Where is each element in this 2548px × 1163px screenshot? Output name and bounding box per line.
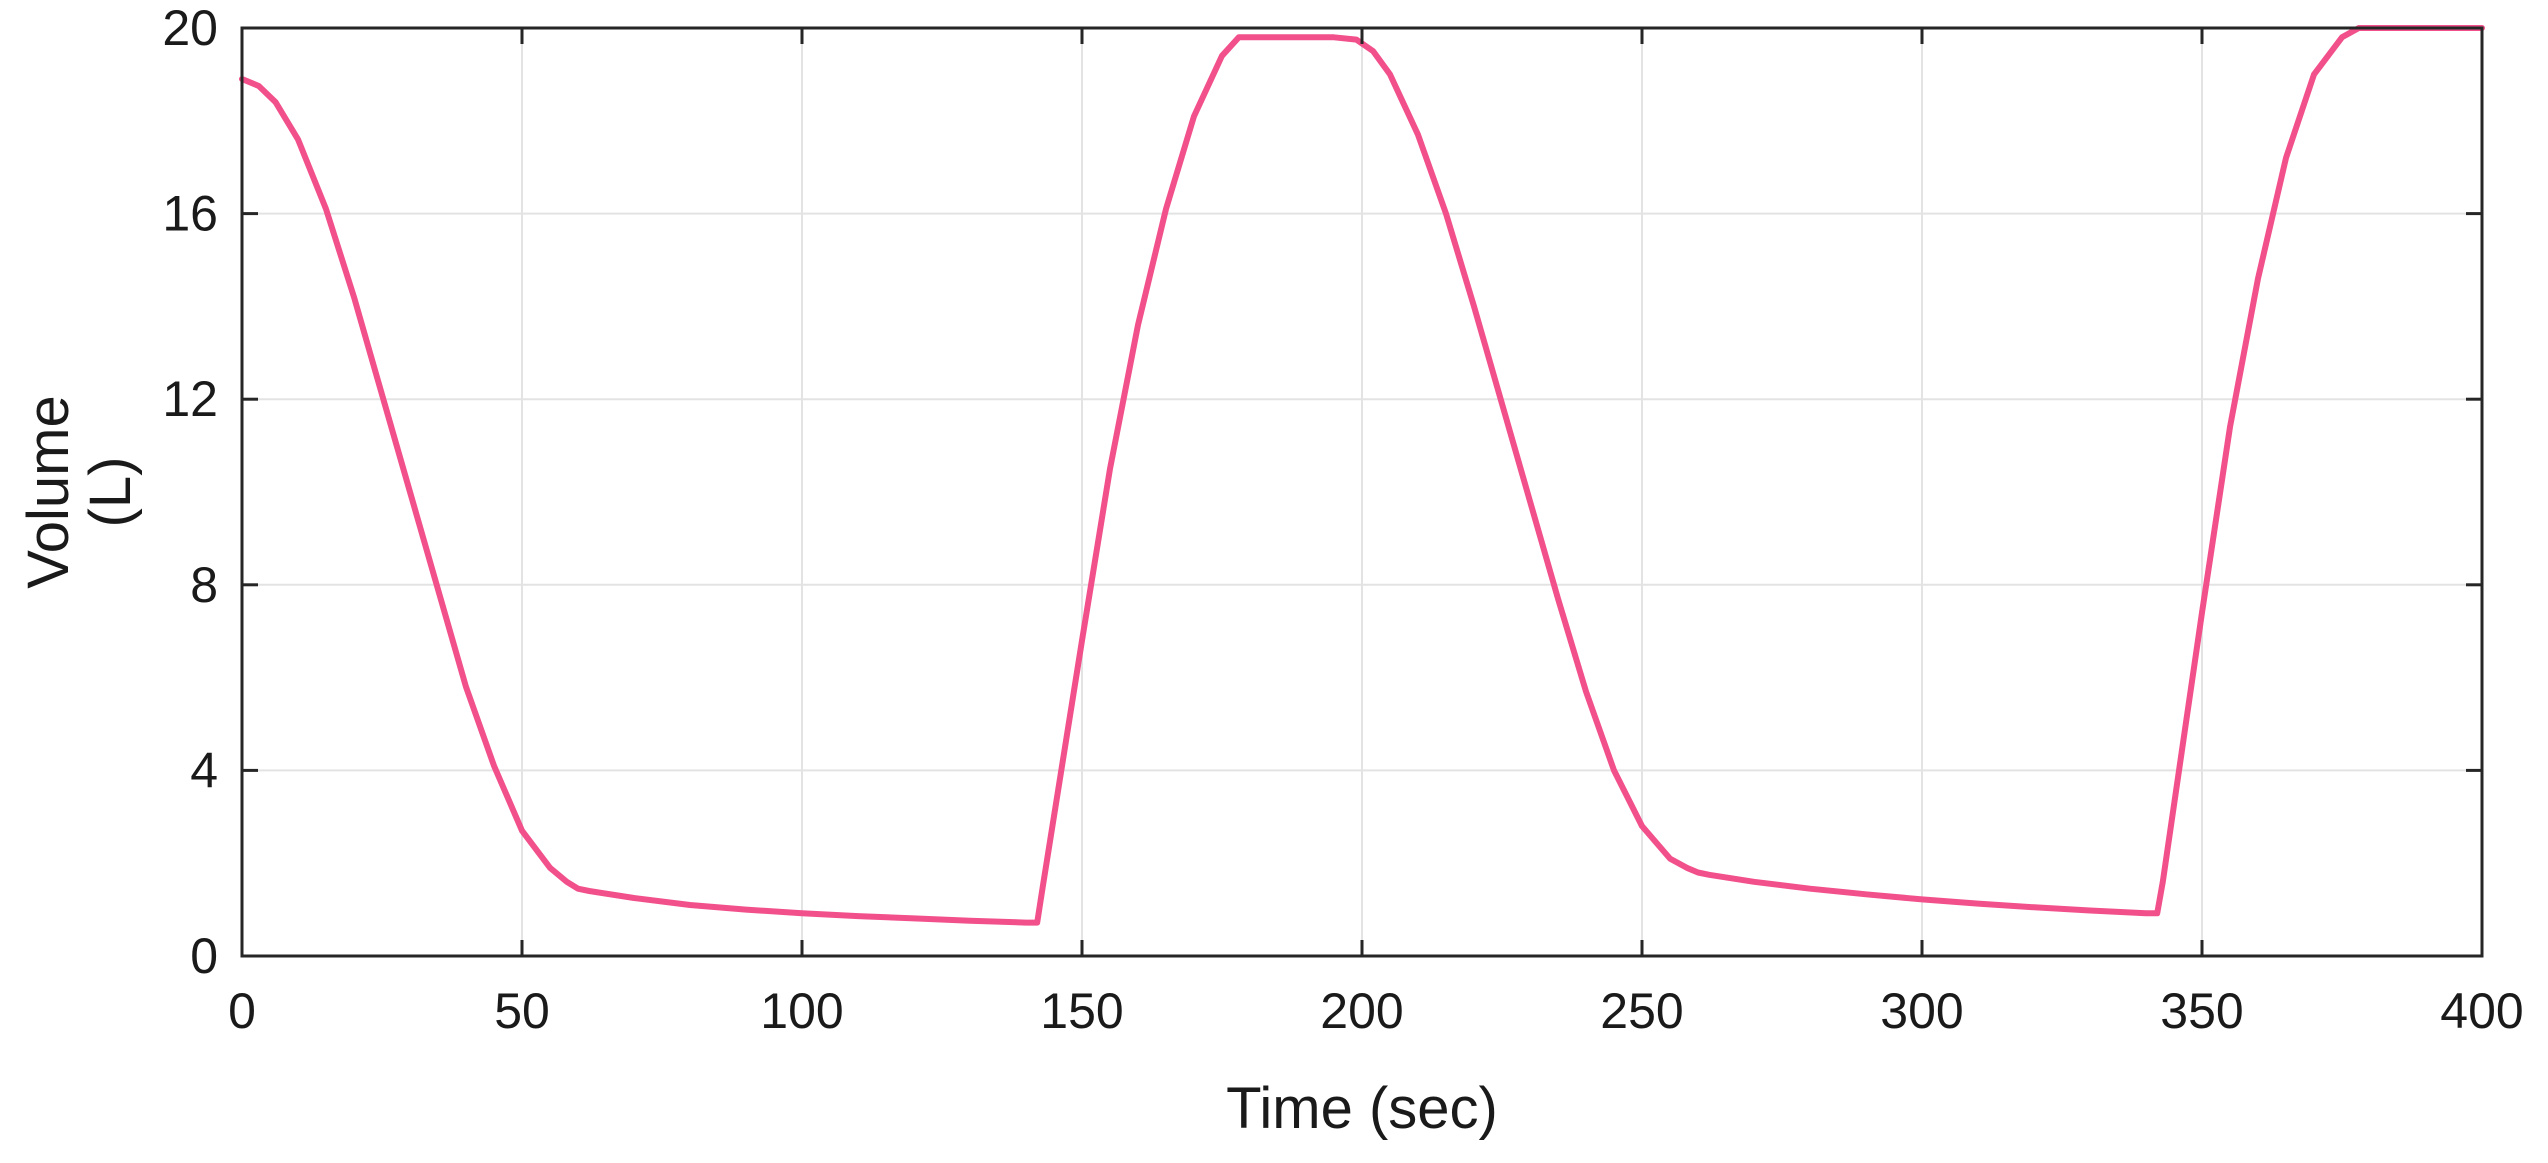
y-tick-label: 16 <box>162 186 218 242</box>
y-tick-label: 12 <box>162 371 218 427</box>
y-tick-label: 4 <box>190 742 218 798</box>
x-tick-label: 50 <box>494 983 550 1039</box>
y-axis-label: Volume (L) <box>16 395 143 588</box>
x-tick-label: 300 <box>1880 983 1963 1039</box>
x-tick-labels: 0 50 100 150 200 250 300 350 400 <box>228 983 2524 1039</box>
grid <box>242 28 2482 956</box>
x-axis-label: Time (sec) <box>1226 1076 1498 1141</box>
x-tick-label: 150 <box>1040 983 1123 1039</box>
x-tick-label: 250 <box>1600 983 1683 1039</box>
volume-series-line <box>239 25 2485 926</box>
y-axis-label-line-2: (L) <box>78 457 143 528</box>
y-axis-label-line-1: Volume <box>16 395 81 588</box>
axis-ticks <box>240 26 2484 958</box>
y-tick-label: 8 <box>190 557 218 613</box>
y-tick-labels: 0 4 8 12 16 20 <box>162 0 218 984</box>
x-tick-label: 200 <box>1320 983 1403 1039</box>
y-tick-label: 20 <box>162 0 218 56</box>
series-layer <box>239 25 2485 926</box>
y-tick-label: 0 <box>190 928 218 984</box>
x-tick-label: 400 <box>2440 983 2523 1039</box>
x-tick-label: 100 <box>760 983 843 1039</box>
x-tick-label: 350 <box>2160 983 2243 1039</box>
x-tick-label: 0 <box>228 983 256 1039</box>
